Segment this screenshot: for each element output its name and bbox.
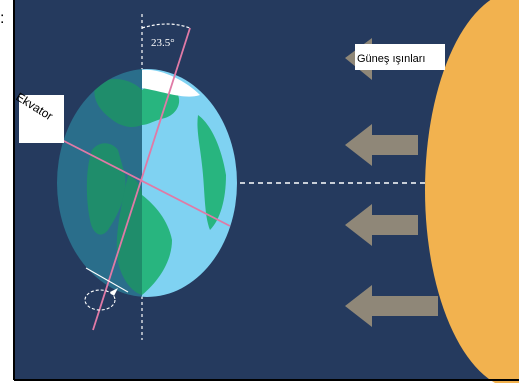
sun-ray-arrow [345,285,438,327]
sun-ray-arrow [345,204,418,246]
rotation-arrow-icon [110,288,118,296]
sun-ray-arrow [345,124,418,166]
equator-label-box [19,95,64,143]
tilt-angle-arc [141,23,191,29]
earth-axis [92,27,191,331]
leading-colon: : [0,10,5,27]
tilt-angle-label: 23.5° [151,37,175,49]
rotation-indicator-icon [84,289,116,311]
sun-rays-label: Güneş ışınları [357,53,425,65]
sun [425,0,519,383]
equator-line [61,139,231,227]
sun-rays-label-box [355,44,445,70]
rotation-axis-segment [85,267,129,293]
